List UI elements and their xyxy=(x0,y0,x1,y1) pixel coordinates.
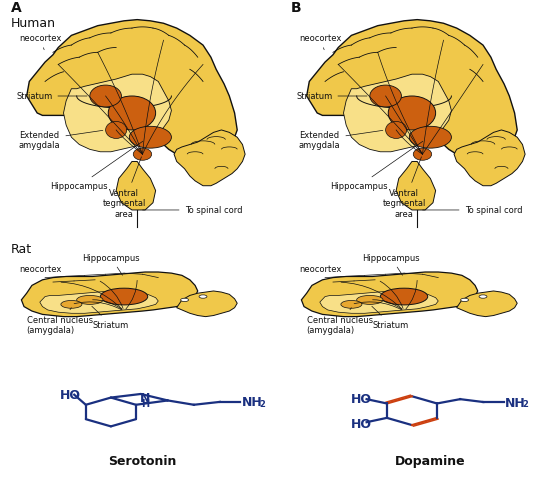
Polygon shape xyxy=(116,162,156,211)
Ellipse shape xyxy=(409,127,451,149)
Text: Hippocampus: Hippocampus xyxy=(362,254,419,276)
Text: A: A xyxy=(11,1,22,15)
Ellipse shape xyxy=(380,288,428,305)
Text: Extended
amygdala: Extended amygdala xyxy=(19,131,103,150)
Text: HO: HO xyxy=(351,392,372,405)
Text: 2: 2 xyxy=(522,399,529,408)
Circle shape xyxy=(479,295,487,299)
Polygon shape xyxy=(301,272,478,317)
Text: Ventral
tegmental
area: Ventral tegmental area xyxy=(382,157,426,218)
Text: Central nucleus
(amygdala): Central nucleus (amygdala) xyxy=(27,308,93,334)
Polygon shape xyxy=(40,291,158,314)
Text: Hippocampus: Hippocampus xyxy=(330,142,423,191)
Text: neocortex: neocortex xyxy=(19,34,61,51)
Text: NH: NH xyxy=(241,395,262,408)
Ellipse shape xyxy=(341,301,362,309)
Circle shape xyxy=(461,299,469,302)
Ellipse shape xyxy=(90,86,122,108)
Text: B: B xyxy=(291,1,301,15)
Text: N: N xyxy=(139,392,150,404)
Text: Ventral
tegmental
area: Ventral tegmental area xyxy=(102,157,146,218)
Text: Striatum: Striatum xyxy=(296,92,367,101)
Text: Dopamine: Dopamine xyxy=(395,454,466,467)
Ellipse shape xyxy=(413,149,432,161)
Ellipse shape xyxy=(388,97,436,131)
Ellipse shape xyxy=(108,97,156,131)
Text: Human: Human xyxy=(11,16,56,30)
Text: neocortex: neocortex xyxy=(19,265,61,278)
Polygon shape xyxy=(343,75,451,152)
Ellipse shape xyxy=(386,122,407,139)
Ellipse shape xyxy=(129,127,171,149)
Polygon shape xyxy=(27,21,237,169)
Text: To spinal cord: To spinal cord xyxy=(143,206,242,215)
Text: Striatum: Striatum xyxy=(92,307,129,329)
Polygon shape xyxy=(63,75,171,152)
Text: Striatum: Striatum xyxy=(16,92,87,101)
Ellipse shape xyxy=(77,296,103,305)
Text: To spinal cord: To spinal cord xyxy=(423,206,522,215)
Circle shape xyxy=(199,295,207,299)
Polygon shape xyxy=(396,162,436,211)
Polygon shape xyxy=(177,291,237,317)
Text: HO: HO xyxy=(351,417,372,430)
Ellipse shape xyxy=(100,288,148,305)
Text: Rat: Rat xyxy=(11,242,32,256)
Polygon shape xyxy=(454,131,525,186)
Circle shape xyxy=(181,299,189,302)
Text: Hippocampus: Hippocampus xyxy=(50,142,143,191)
Text: HO: HO xyxy=(60,388,81,401)
Text: Central nucleus
(amygdala): Central nucleus (amygdala) xyxy=(307,308,373,334)
Text: Extended
amygdala: Extended amygdala xyxy=(299,131,383,150)
Polygon shape xyxy=(320,291,438,314)
Polygon shape xyxy=(174,131,245,186)
Ellipse shape xyxy=(370,86,402,108)
Text: 2: 2 xyxy=(259,399,265,408)
Polygon shape xyxy=(21,272,198,317)
Text: H: H xyxy=(141,398,149,408)
Ellipse shape xyxy=(61,301,82,309)
Ellipse shape xyxy=(357,296,383,305)
Text: Hippocampus: Hippocampus xyxy=(82,254,139,276)
Text: NH: NH xyxy=(505,396,526,408)
Text: neocortex: neocortex xyxy=(299,265,341,278)
Text: Serotonin: Serotonin xyxy=(108,454,176,467)
Ellipse shape xyxy=(106,122,127,139)
Text: neocortex: neocortex xyxy=(299,34,341,51)
Ellipse shape xyxy=(133,149,152,161)
Polygon shape xyxy=(307,21,517,169)
Text: Striatum: Striatum xyxy=(372,307,409,329)
Polygon shape xyxy=(456,291,517,317)
